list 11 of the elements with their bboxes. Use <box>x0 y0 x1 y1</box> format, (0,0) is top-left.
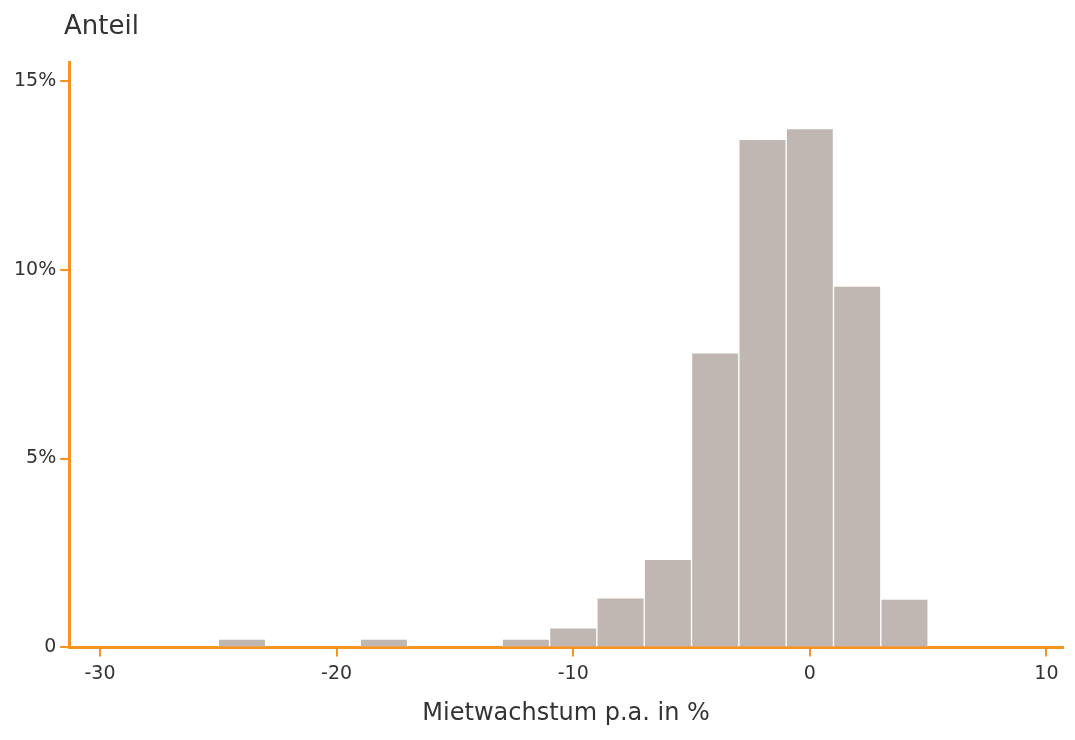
y-tick-label: 5% <box>26 445 57 468</box>
y-tick-label: 0 <box>44 634 57 657</box>
x-tick-label: 0 <box>803 660 816 683</box>
x-tick-label: -20 <box>321 660 353 683</box>
x-tick-label: -10 <box>557 660 589 683</box>
y-axis-title: Anteil <box>64 9 139 40</box>
y-tick-label: 10% <box>14 256 57 279</box>
x-axis-title: Mietwachstum p.a. in % <box>422 697 710 726</box>
y-tick-label: 15% <box>14 67 57 90</box>
x-tick-label: 10 <box>1034 660 1059 683</box>
x-tick-label: -30 <box>84 660 116 683</box>
